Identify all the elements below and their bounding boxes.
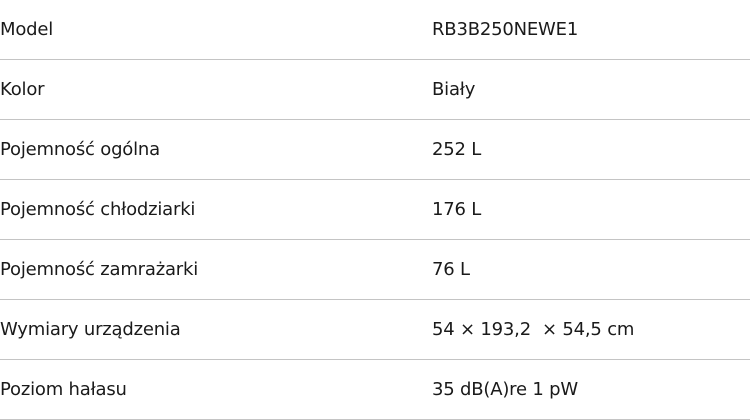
spec-row-model: Model RB3B250NEWE1 — [0, 0, 750, 60]
spec-label: Model — [0, 19, 54, 40]
spec-label: Kolor — [0, 79, 45, 100]
spec-value: 252 L — [432, 139, 482, 160]
spec-row-freezer-capacity: Pojemność zamrażarki 76 L — [0, 240, 750, 300]
spec-value: 54 × 193,2 × 54,5 cm — [432, 319, 635, 340]
spec-value: Biały — [432, 79, 476, 100]
spec-row-total-capacity: Pojemność ogólna 252 L — [0, 120, 750, 180]
spec-label: Pojemność zamrażarki — [0, 259, 198, 280]
spec-label: Wymiary urządzenia — [0, 319, 181, 340]
spec-value: 35 dB(A)re 1 pW — [432, 379, 578, 400]
spec-value: 76 L — [432, 259, 470, 280]
spec-row-dimensions: Wymiary urządzenia 54 × 193,2 × 54,5 cm — [0, 300, 750, 360]
spec-value: RB3B250NEWE1 — [432, 19, 579, 40]
spec-value: 176 L — [432, 199, 482, 220]
spec-label: Poziom hałasu — [0, 379, 127, 400]
spec-label: Pojemność chłodziarki — [0, 199, 196, 220]
spec-row-fridge-capacity: Pojemność chłodziarki 176 L — [0, 180, 750, 240]
spec-label: Pojemność ogólna — [0, 139, 160, 160]
spec-row-noise-level: Poziom hałasu 35 dB(A)re 1 pW — [0, 360, 750, 420]
spec-row-color: Kolor Biały — [0, 60, 750, 120]
